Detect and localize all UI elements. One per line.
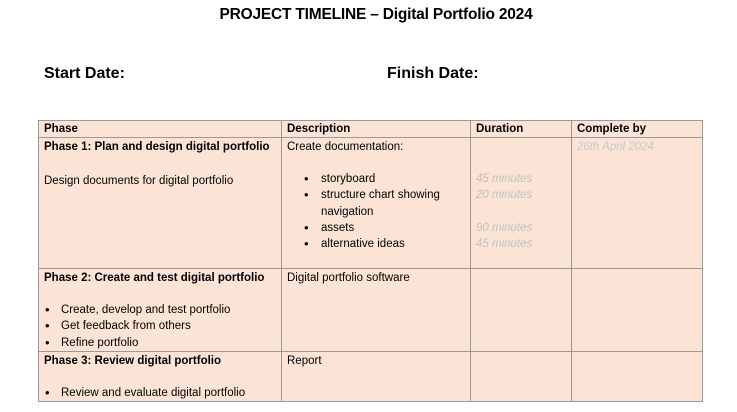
list-item: alternative ideas xyxy=(287,236,465,253)
phase-2-cell[interactable]: Phase 2: Create and test digital portfol… xyxy=(38,268,282,352)
phase-1-title: Phase 1: Plan and design digital portfol… xyxy=(44,141,270,153)
phase-2-complete-by-cell[interactable] xyxy=(571,268,703,352)
phase-3-description-cell[interactable]: Report xyxy=(281,350,471,403)
document-title: PROJECT TIMELINE – Digital Portfolio 202… xyxy=(219,6,533,23)
duration-storyboard: 45 minutes xyxy=(476,173,533,185)
phase-2-title: Phase 2: Create and test digital portfol… xyxy=(44,272,265,284)
phase-3-title: Phase 3: Review digital portfolio xyxy=(44,354,222,367)
duration-alternative-ideas: 45 minutes xyxy=(476,237,533,250)
phase-3-description: Report xyxy=(287,354,322,367)
header-duration: Duration xyxy=(470,120,572,138)
table-row-phase-1: Phase 1: Plan and design digital portfol… xyxy=(38,137,703,269)
list-item: storyboard xyxy=(287,171,465,188)
phase-1-duration-cell[interactable]: 45 minutes 20 minutes 90 minutes 45 minu… xyxy=(470,137,572,269)
phase-3-duration-cell[interactable] xyxy=(470,350,572,403)
list-item: structure chart showing navigation xyxy=(287,187,465,220)
timeline-table: Phase Description Duration Complete by P… xyxy=(38,120,703,403)
phase-2-task-list: Create, develop and test portfolio Get f… xyxy=(44,302,276,351)
phase-1-cell[interactable]: Phase 1: Plan and design digital portfol… xyxy=(38,137,282,269)
list-item: Refine portfolio xyxy=(44,335,276,351)
start-date-label: Start Date: xyxy=(44,65,125,82)
duration-assets: 90 minutes xyxy=(476,221,533,234)
phase-1-description-intro: Create documentation: xyxy=(287,141,404,153)
phase-1-complete-by: 26th April 2024 xyxy=(577,141,654,153)
phase-2-duration-cell[interactable] xyxy=(470,268,572,352)
header-complete-by: Complete by xyxy=(571,120,703,138)
table-header-row: Phase Description Duration Complete by xyxy=(38,120,703,138)
phase-3-task-list: Review and evaluate digital portfolio xyxy=(44,385,276,401)
finish-date-label: Finish Date: xyxy=(387,65,479,82)
table-row-phase-3: Phase 3: Review digital portfolio Review… xyxy=(38,350,703,403)
phase-1-complete-by-cell[interactable]: 26th April 2024 xyxy=(571,137,703,269)
list-item: Create, develop and test portfolio xyxy=(44,302,276,319)
header-phase: Phase xyxy=(38,120,282,138)
list-item: Review and evaluate digital portfolio xyxy=(44,385,276,401)
list-item: Get feedback from others xyxy=(44,318,276,335)
phase-1-note: Design documents for digital portfolio xyxy=(44,175,234,187)
phase-3-complete-by-cell[interactable] xyxy=(571,350,703,403)
table-row-phase-2: Phase 2: Create and test digital portfol… xyxy=(38,268,703,352)
duration-structure-chart: 20 minutes xyxy=(476,189,533,202)
phase-1-description-list: storyboard structure chart showing navig… xyxy=(287,171,465,253)
phase-1-description-cell[interactable]: Create documentation: storyboard structu… xyxy=(281,137,471,269)
phase-2-description: Digital portfolio software xyxy=(287,272,410,284)
phase-3-cell[interactable]: Phase 3: Review digital portfolio Review… xyxy=(38,350,282,403)
phase-2-description-cell[interactable]: Digital portfolio software xyxy=(281,268,471,352)
list-item: assets xyxy=(287,220,465,237)
header-description: Description xyxy=(281,120,471,138)
